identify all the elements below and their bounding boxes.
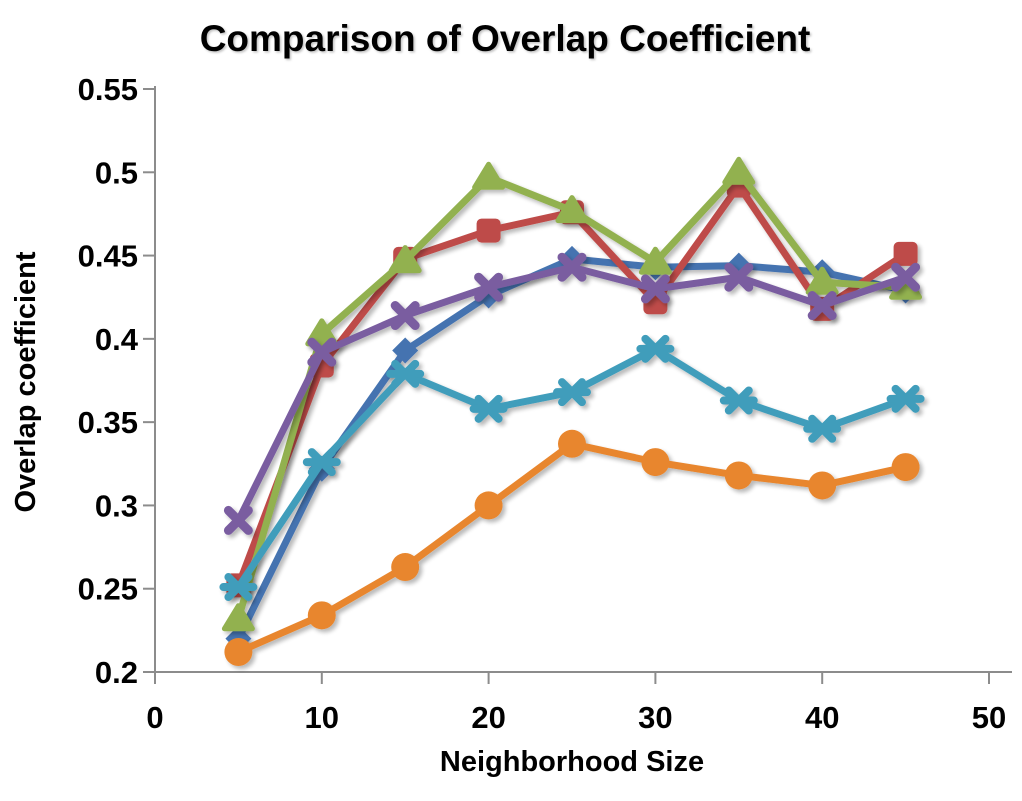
marker-x bbox=[390, 301, 420, 331]
marker-circle bbox=[474, 491, 503, 520]
chart-title: Comparison of Overlap Coefficient bbox=[199, 18, 811, 59]
marker-x bbox=[640, 274, 670, 304]
marker-triangle bbox=[388, 245, 422, 274]
marker-asterisk bbox=[553, 378, 591, 407]
y-tick-label: 0.4 bbox=[95, 322, 139, 357]
series-4-purple-x bbox=[223, 252, 921, 535]
marker-asterisk bbox=[219, 573, 258, 602]
marker-asterisk bbox=[886, 384, 925, 413]
y-tick-label: 0.25 bbox=[78, 572, 138, 607]
marker-circle bbox=[808, 471, 837, 500]
series-2-red-square bbox=[226, 173, 918, 598]
y-tick-label: 0.2 bbox=[95, 655, 138, 690]
y-tick-label: 0.3 bbox=[95, 488, 138, 523]
x-tick-label: 20 bbox=[471, 700, 505, 735]
marker-asterisk bbox=[469, 394, 508, 423]
marker-triangle bbox=[555, 195, 589, 224]
series-2-red-square-line bbox=[234, 182, 910, 589]
x-tick-label: 50 bbox=[972, 700, 1006, 735]
marker-x bbox=[724, 262, 754, 292]
x-tick-label: 0 bbox=[146, 700, 163, 735]
marker-asterisk bbox=[386, 359, 425, 388]
marker-circle bbox=[724, 461, 753, 490]
marker-circle bbox=[224, 638, 253, 667]
marker-triangle bbox=[638, 246, 672, 275]
x-tick-label: 40 bbox=[805, 700, 839, 735]
marker-x bbox=[223, 505, 253, 535]
marker-circle bbox=[891, 453, 920, 482]
marker-x bbox=[307, 337, 337, 367]
marker-asterisk bbox=[636, 334, 675, 363]
series-3-green-triangle bbox=[221, 156, 923, 632]
series-6-orange-circle bbox=[224, 429, 920, 667]
marker-circle bbox=[307, 601, 336, 630]
marker-circle bbox=[558, 429, 586, 458]
marker-triangle bbox=[472, 161, 506, 190]
series-6-orange-circle-line bbox=[234, 440, 910, 656]
marker-circle bbox=[391, 553, 420, 582]
series-5-teal-asterisk-line bbox=[234, 345, 910, 591]
y-tick-label: 0.35 bbox=[78, 405, 138, 440]
y-tick-label: 0.45 bbox=[78, 239, 138, 274]
marker-triangle bbox=[805, 266, 839, 295]
marker-diamond bbox=[392, 337, 419, 364]
y-tick-label: 0.5 bbox=[95, 155, 138, 190]
marker-x bbox=[807, 291, 837, 321]
marker-x bbox=[891, 262, 921, 292]
marker-square bbox=[893, 241, 918, 266]
x-tick-label: 10 bbox=[305, 700, 339, 735]
marker-asterisk bbox=[719, 386, 758, 415]
x-tick-label: 30 bbox=[638, 700, 672, 735]
marker-circle bbox=[641, 448, 670, 477]
marker-triangle bbox=[722, 156, 756, 185]
marker-triangle bbox=[305, 318, 339, 347]
marker-x bbox=[557, 252, 587, 282]
marker-asterisk bbox=[803, 414, 842, 443]
marker-asterisk bbox=[302, 448, 341, 477]
marker-square bbox=[476, 218, 501, 243]
marker-triangle bbox=[221, 603, 255, 632]
x-axis-title: Neighborhood Size bbox=[439, 746, 705, 778]
marker-x bbox=[474, 272, 504, 302]
y-tick-label: 0.55 bbox=[78, 72, 138, 107]
series-5-teal-asterisk bbox=[219, 334, 925, 602]
